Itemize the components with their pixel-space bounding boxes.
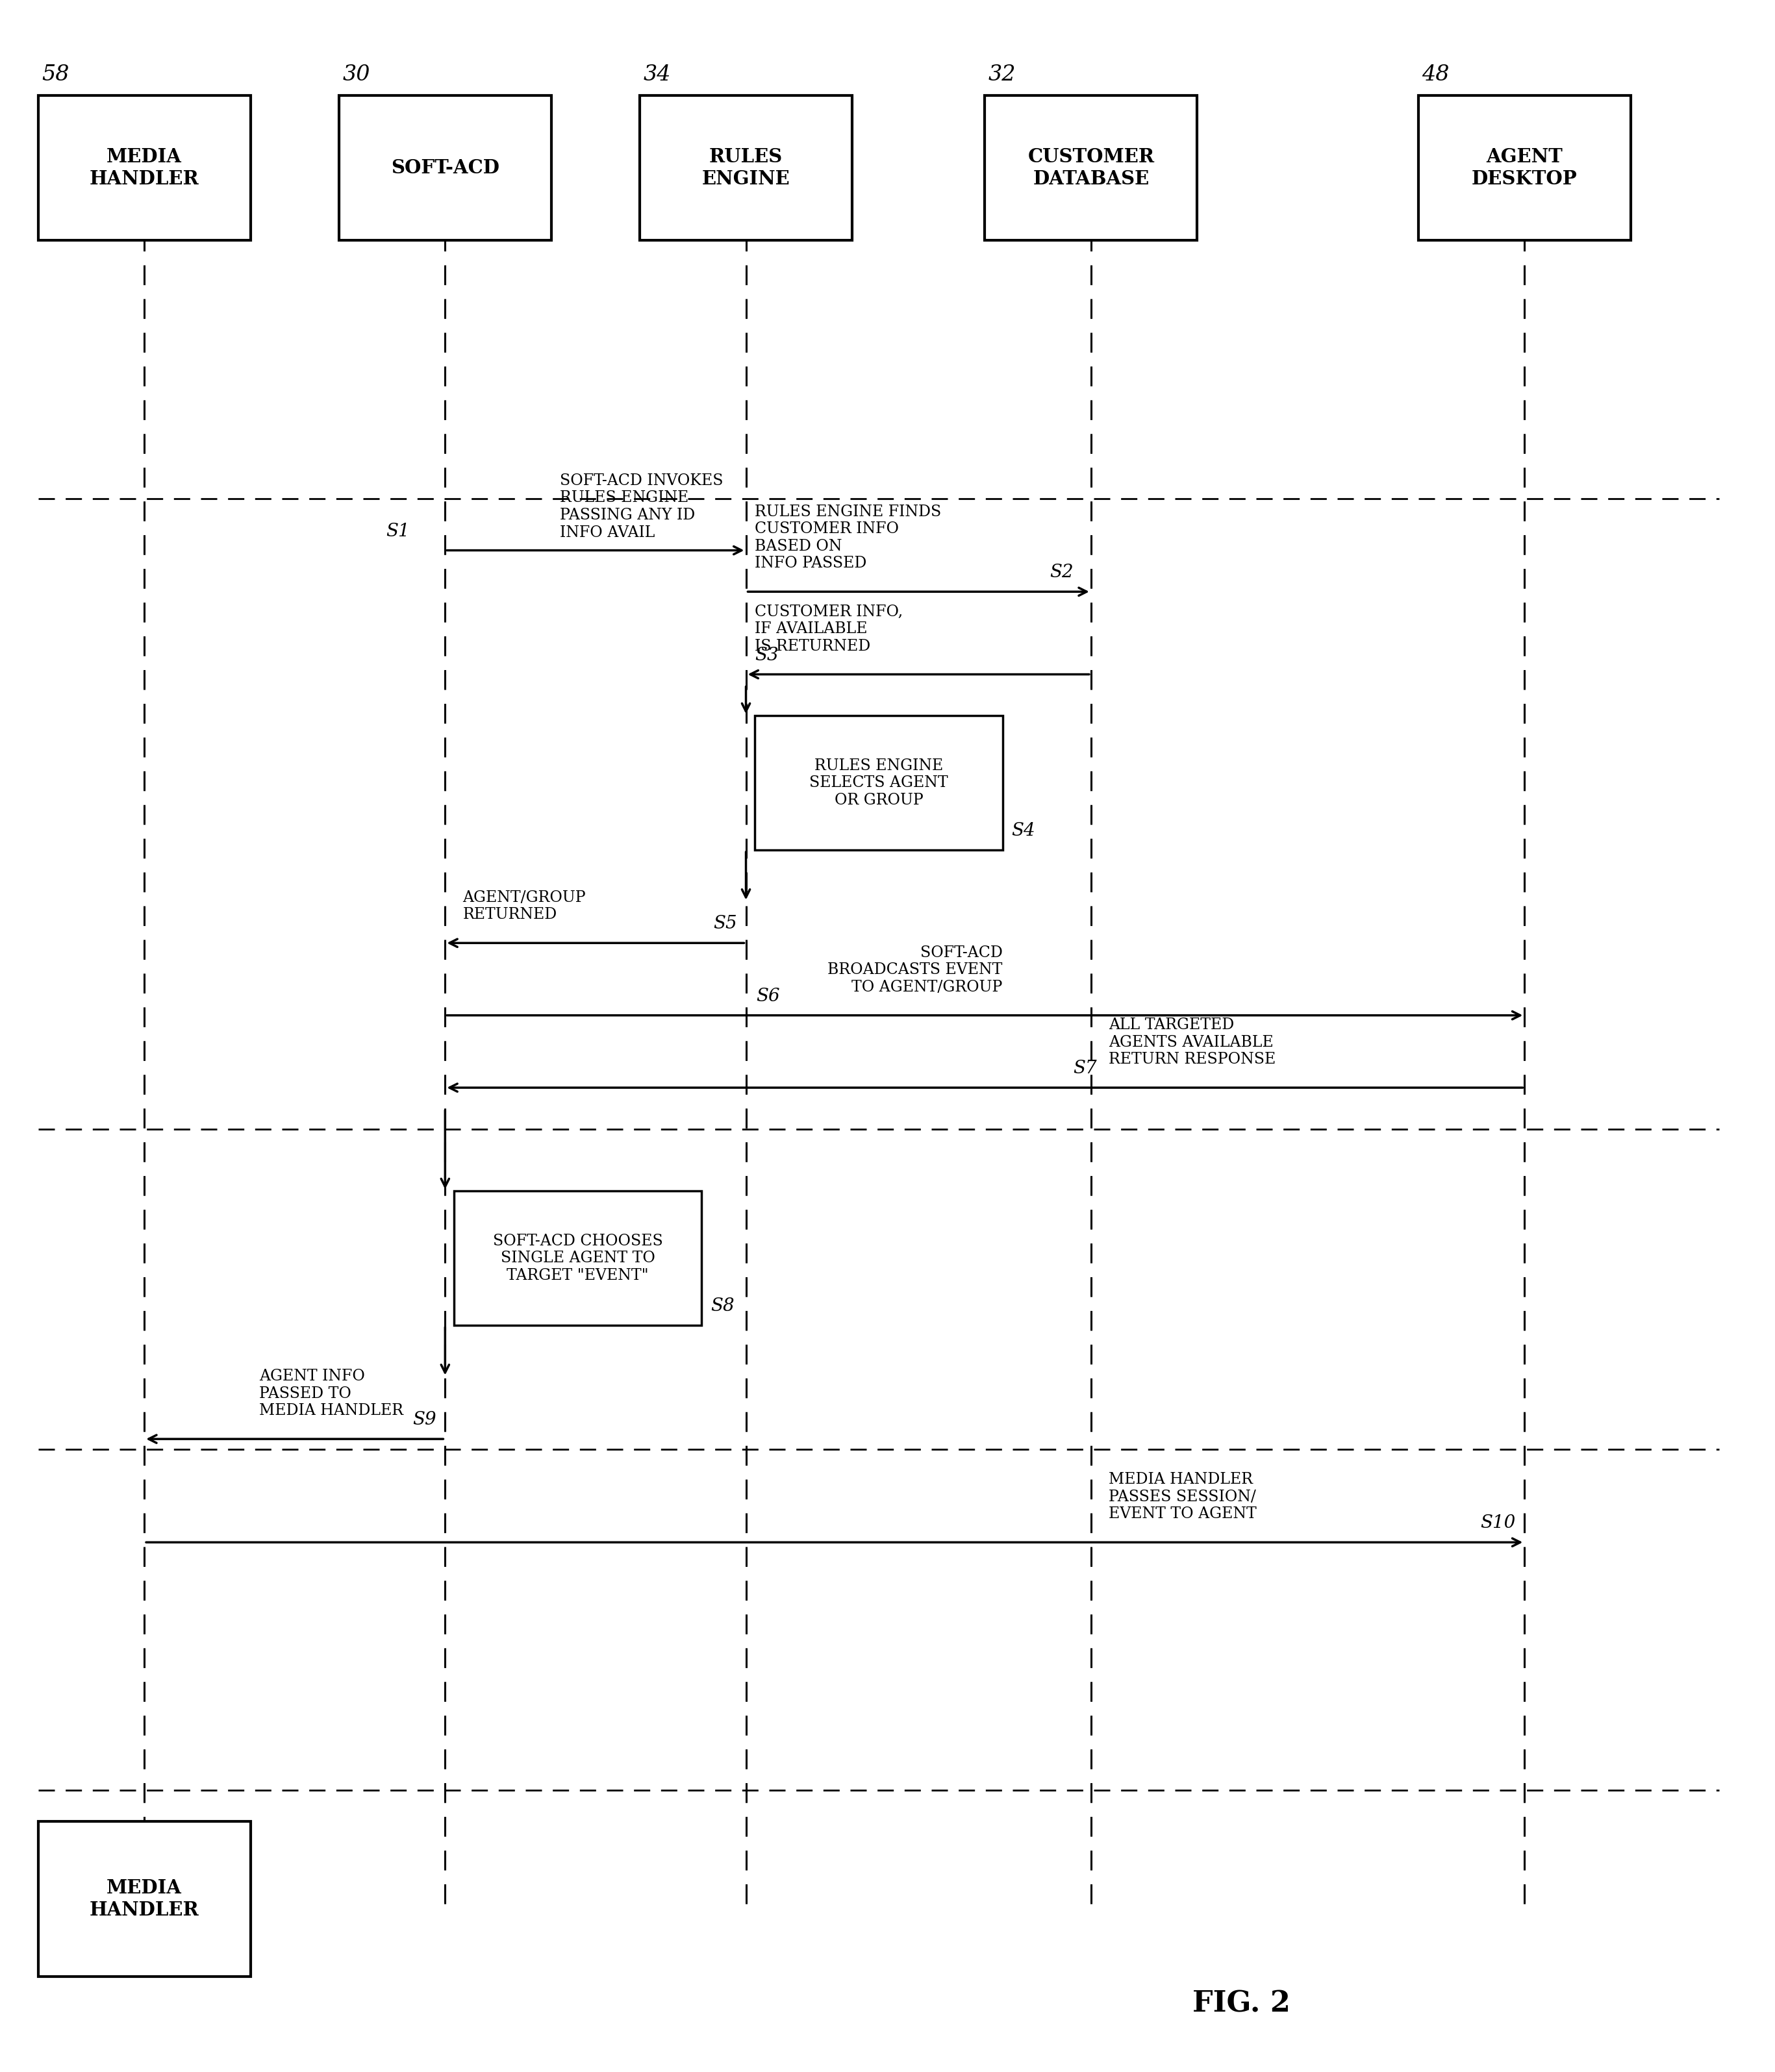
Text: AGENT/GROUP
RETURNED: AGENT/GROUP RETURNED bbox=[463, 891, 586, 922]
Text: MEDIA HANDLER
PASSES SESSION/
EVENT TO AGENT: MEDIA HANDLER PASSES SESSION/ EVENT TO A… bbox=[1109, 1473, 1257, 1521]
Text: S8: S8 bbox=[710, 1297, 735, 1316]
Bar bbox=[339, 95, 552, 240]
Text: S1: S1 bbox=[385, 522, 410, 541]
Text: ALL TARGETED
AGENTS AVAILABLE
RETURN RESPONSE: ALL TARGETED AGENTS AVAILABLE RETURN RES… bbox=[1109, 1017, 1276, 1067]
Bar bbox=[454, 1191, 701, 1326]
Text: S10: S10 bbox=[1480, 1515, 1516, 1531]
Text: RULES
ENGINE: RULES ENGINE bbox=[701, 147, 790, 189]
Text: 32: 32 bbox=[989, 64, 1015, 85]
Bar bbox=[37, 1821, 250, 1977]
Text: S4: S4 bbox=[1012, 823, 1035, 839]
Text: MEDIA
HANDLER: MEDIA HANDLER bbox=[89, 147, 199, 189]
Bar bbox=[1418, 95, 1631, 240]
Text: S5: S5 bbox=[714, 916, 737, 932]
Text: 48: 48 bbox=[1422, 64, 1450, 85]
Bar bbox=[754, 715, 1003, 850]
Text: S3: S3 bbox=[754, 646, 779, 663]
Text: S9: S9 bbox=[412, 1411, 437, 1430]
Text: MEDIA
HANDLER: MEDIA HANDLER bbox=[89, 1879, 199, 1919]
Text: AGENT
DESKTOP: AGENT DESKTOP bbox=[1471, 147, 1578, 189]
Text: S6: S6 bbox=[756, 988, 779, 1005]
Text: S7: S7 bbox=[1074, 1059, 1097, 1077]
Text: 30: 30 bbox=[343, 64, 369, 85]
Text: RULES ENGINE
SELECTS AGENT
OR GROUP: RULES ENGINE SELECTS AGENT OR GROUP bbox=[809, 758, 948, 808]
Text: RULES ENGINE FINDS
CUSTOMER INFO
BASED ON
INFO PASSED: RULES ENGINE FINDS CUSTOMER INFO BASED O… bbox=[754, 503, 941, 572]
Text: SOFT-ACD INVOKES
RULES ENGINE
PASSING ANY ID
INFO AVAIL: SOFT-ACD INVOKES RULES ENGINE PASSING AN… bbox=[561, 472, 724, 541]
Text: CUSTOMER
DATABASE: CUSTOMER DATABASE bbox=[1028, 147, 1154, 189]
Text: SOFT-ACD: SOFT-ACD bbox=[390, 160, 499, 178]
Text: CUSTOMER INFO,
IF AVAILABLE
IS RETURNED: CUSTOMER INFO, IF AVAILABLE IS RETURNED bbox=[754, 605, 903, 653]
Text: AGENT INFO
PASSED TO
MEDIA HANDLER: AGENT INFO PASSED TO MEDIA HANDLER bbox=[259, 1370, 403, 1419]
Text: SOFT-ACD CHOOSES
SINGLE AGENT TO
TARGET "EVENT": SOFT-ACD CHOOSES SINGLE AGENT TO TARGET … bbox=[493, 1233, 662, 1283]
Text: 34: 34 bbox=[643, 64, 671, 85]
Bar bbox=[985, 95, 1196, 240]
Text: S2: S2 bbox=[1049, 564, 1074, 582]
Bar bbox=[37, 95, 250, 240]
Text: FIG. 2: FIG. 2 bbox=[1193, 1989, 1290, 2018]
Bar bbox=[639, 95, 852, 240]
Text: SOFT-ACD
BROADCASTS EVENT
TO AGENT/GROUP: SOFT-ACD BROADCASTS EVENT TO AGENT/GROUP bbox=[827, 945, 1003, 995]
Text: 58: 58 bbox=[41, 64, 69, 85]
